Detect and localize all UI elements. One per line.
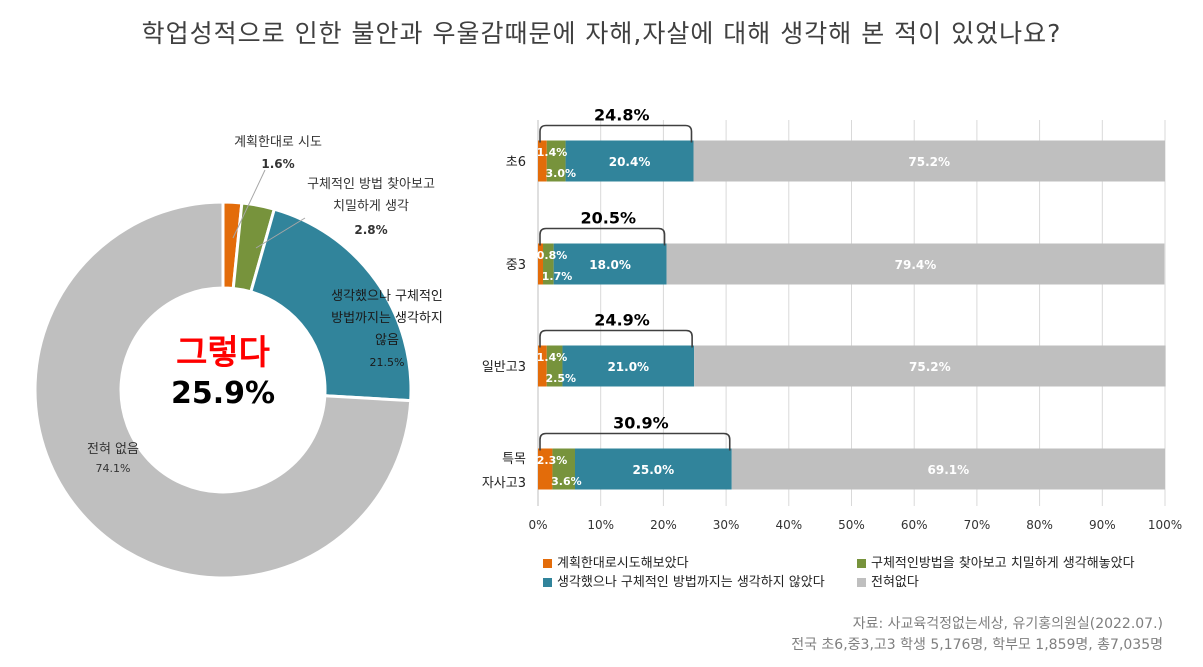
x-tick-label: 20% <box>650 518 677 532</box>
data-label: 75.2% <box>909 360 951 374</box>
leader-line <box>255 217 306 249</box>
total-bracket <box>539 432 731 451</box>
data-label: 0.8% <box>537 249 568 262</box>
legend-item-thought: 생각했으나 구체적인 방법까지는 생각하지 않았다 <box>543 571 825 590</box>
bar-segment-thought <box>562 345 695 387</box>
donut-center-label: 그렇다 <box>176 333 270 373</box>
legend-label: 생각했으나 구체적인 방법까지는 생각하지 않았다 <box>557 575 825 590</box>
legend-label: 구체적인방법을 찾아보고 치밀하게 생각해놓았다 <box>871 556 1135 571</box>
bar-segment-method <box>543 243 554 285</box>
legend-swatch <box>543 578 552 587</box>
data-label: 2.3% <box>537 454 568 467</box>
leader-line <box>232 169 266 239</box>
legend-label: 계획한대로시도해보았다 <box>557 556 689 571</box>
bracket-total-label: 24.8% <box>594 106 650 125</box>
legend-item-never: 전혀없다 <box>857 571 919 590</box>
legend-swatch <box>857 578 866 587</box>
bar-segment-thought <box>574 448 732 490</box>
slice-value-label: 1.6% <box>261 157 294 171</box>
data-label: 20.4% <box>609 155 651 169</box>
data-label: 18.0% <box>589 258 631 272</box>
data-label: 79.4% <box>895 258 937 272</box>
bar-segment-method <box>552 448 575 490</box>
bar-segment-plan <box>538 243 544 285</box>
bar-segment-method <box>546 140 566 182</box>
x-tick-label: 30% <box>713 518 740 532</box>
slice-label: 계획한대로 시도 <box>234 135 322 150</box>
slice-label: 구체적인 방법 찾아보고 <box>307 177 435 192</box>
slice-label: 생각했으나 구체적인 <box>331 288 443 304</box>
x-tick-label: 60% <box>901 518 928 532</box>
x-tick-label: 90% <box>1089 518 1116 532</box>
slice-value-label: 74.1% <box>96 462 131 475</box>
bar-segment-never <box>731 448 1165 490</box>
category-label: 자사고3 <box>482 476 526 491</box>
legend-swatch <box>543 559 552 568</box>
legend-swatch <box>857 559 866 568</box>
data-label: 69.1% <box>928 463 970 477</box>
data-label: 1.4% <box>537 351 568 364</box>
x-tick-label: 50% <box>838 518 865 532</box>
bar-segment-method <box>546 345 563 387</box>
bar-segment-thought <box>565 140 694 182</box>
x-tick-label: 100% <box>1148 518 1182 532</box>
bar-segment-plan <box>538 448 553 490</box>
legend-label: 전혀없다 <box>871 575 919 590</box>
donut-slice-never <box>33 200 413 580</box>
data-label: 25.0% <box>633 463 675 477</box>
x-tick-label: 80% <box>1026 518 1053 532</box>
legend-item-method: 구체적인방법을 찾아보고 치밀하게 생각해놓았다 <box>857 552 1135 571</box>
legend-item-plan: 계획한대로시도해보았다 <box>543 552 689 571</box>
category-label: 특목 <box>502 452 526 467</box>
chart-title: 학업성적으로 인한 불안과 우울감때문에 자해,자살에 대해 생각해 본 적이 … <box>141 19 1062 48</box>
donut-slice-thought <box>248 207 413 403</box>
bracket-total-label: 24.9% <box>594 311 650 330</box>
data-label: 75.2% <box>908 155 950 169</box>
slice-label: 방법까지는 생각하지 <box>331 311 443 326</box>
source-line-1: 자료: 사교육걱정없는세상, 유기홍의원실(2022.07.) <box>852 616 1163 632</box>
bar-segment-thought <box>553 243 667 285</box>
total-bracket <box>539 124 693 143</box>
bar-segment-never <box>694 345 1166 387</box>
bar-segment-plan <box>538 140 547 182</box>
total-bracket <box>539 329 693 348</box>
x-tick-label: 10% <box>587 518 614 532</box>
slice-label: 치밀하게 생각 <box>333 199 409 214</box>
x-tick-label: 40% <box>775 518 802 532</box>
bar-segment-never <box>666 243 1165 285</box>
data-label: 1.7% <box>542 270 573 283</box>
data-label: 2.5% <box>546 372 577 385</box>
slice-label: 않음 <box>375 333 399 348</box>
data-label: 3.6% <box>551 475 582 488</box>
data-label: 21.0% <box>607 360 649 374</box>
category-label: 중3 <box>506 258 526 273</box>
x-tick-label: 0% <box>528 518 547 532</box>
total-bracket <box>539 227 666 246</box>
slice-value-label: 2.8% <box>354 223 387 237</box>
category-label: 초6 <box>506 155 526 170</box>
data-label: 1.4% <box>537 146 568 159</box>
bar-segment-plan <box>538 345 547 387</box>
source-line-2: 전국 초6,중3,고3 학생 5,176명, 학부모 1,859명, 총7,03… <box>791 637 1163 653</box>
category-label: 일반고3 <box>482 360 526 375</box>
slice-value-label: 21.5% <box>370 356 405 369</box>
slice-label: 전혀 없음 <box>87 442 139 457</box>
donut-center-value: 25.9% <box>171 376 275 411</box>
bar-segment-never <box>693 140 1165 182</box>
data-label: 3.0% <box>546 167 577 180</box>
bracket-total-label: 20.5% <box>581 209 637 228</box>
x-tick-label: 70% <box>964 518 991 532</box>
bracket-total-label: 30.9% <box>613 414 669 433</box>
